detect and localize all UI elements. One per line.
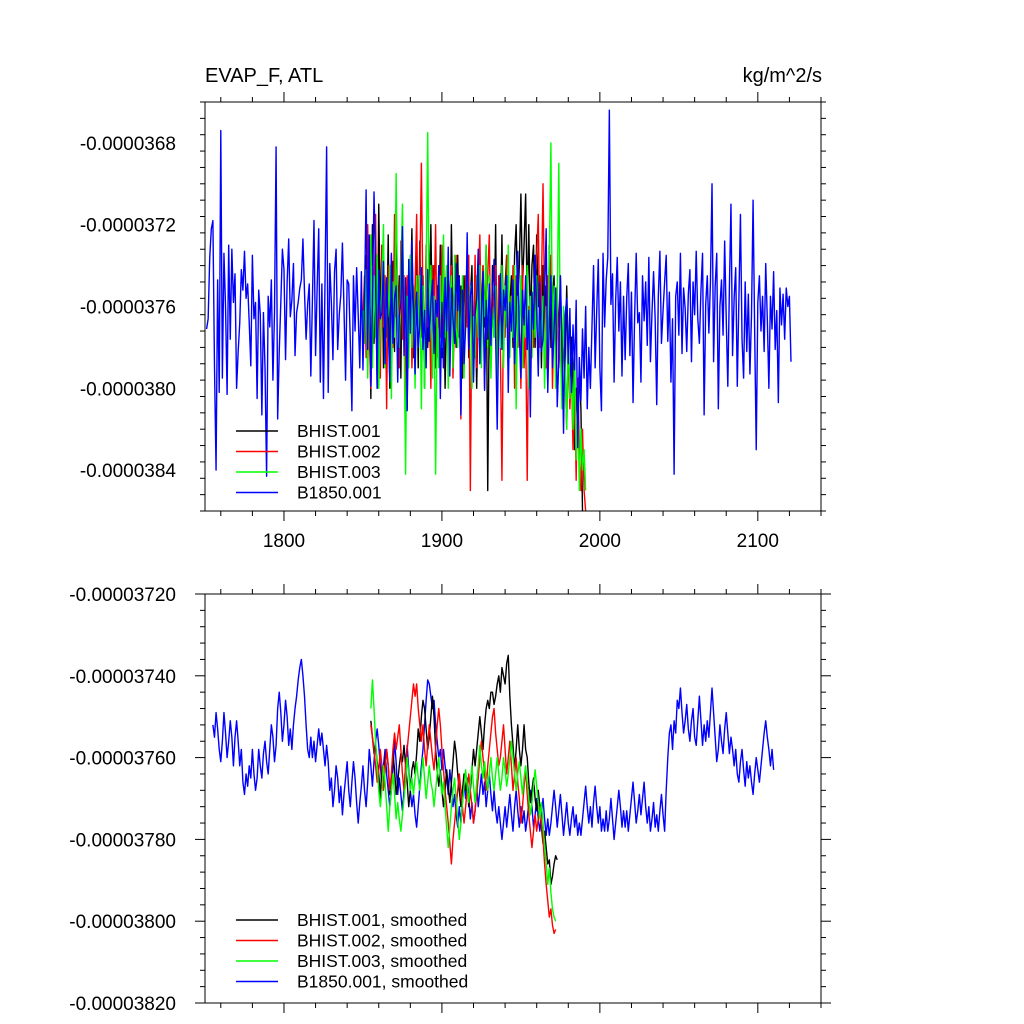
series-line: [370, 654, 558, 886]
legend-label: BHIST.002, smoothed: [297, 931, 467, 951]
y-tick-label: -0.0000376: [80, 298, 176, 319]
bottom-series-group: [212, 654, 775, 935]
top-series-group: [205, 109, 792, 511]
top-chart-title: EVAP_F, ATL: [205, 65, 323, 87]
x-tick-label: 2100: [737, 531, 779, 552]
series-line: [370, 679, 557, 922]
y-tick-label: -0.0000380: [80, 379, 176, 400]
series-line: [212, 658, 775, 841]
series-line: [370, 683, 557, 935]
legend-label: B1850.001, smoothed: [297, 972, 468, 992]
y-tick-label: -0.0000372: [80, 216, 176, 237]
x-tick-label: 1900: [421, 531, 463, 552]
top-y-axis: -0.0000368 -0.0000372 -0.0000376 -0.0000380…: [80, 101, 826, 512]
top-panel: EVAP_F, ATL kg/m^2/s 1800 1900 2000 2100 -0…: [80, 65, 826, 552]
x-tick-label: 1800: [263, 531, 305, 552]
top-plot-frame: [204, 101, 822, 512]
y-tick-label: -0.00003740: [69, 667, 176, 688]
x-tick-label: 2000: [579, 531, 621, 552]
bottom-plot-frame: [204, 593, 822, 1004]
bottom-x-axis: [220, 584, 822, 1013]
y-tick-label: -0.00003760: [69, 749, 176, 770]
y-tick-label: -0.00003800: [69, 912, 176, 933]
legend-label: BHIST.001: [297, 421, 381, 441]
y-tick-label: -0.00003720: [69, 585, 176, 606]
bottom-y-axis: -0.00003720 -0.00003740 -0.00003760 -0.0000…: [69, 585, 831, 1015]
y-tick-label: -0.0000384: [80, 461, 177, 482]
series-line: [205, 109, 792, 477]
legend-label: BHIST.001, smoothed: [297, 910, 467, 930]
y-tick-label: -0.00003820: [69, 994, 176, 1015]
top-x-axis: 1800 1900 2000 2100: [220, 92, 822, 552]
legend-label: BHIST.003, smoothed: [297, 951, 467, 971]
legend-label: B1850.001: [297, 483, 382, 503]
bottom-panel: -0.00003720 -0.00003740 -0.00003760 -0.0000…: [69, 584, 831, 1015]
legend-label: BHIST.002: [297, 442, 381, 462]
legend-label: BHIST.003: [297, 462, 381, 482]
top-chart-units: kg/m^2/s: [743, 65, 822, 87]
y-tick-label: -0.00003780: [69, 830, 176, 851]
y-tick-label: -0.0000368: [80, 134, 176, 155]
